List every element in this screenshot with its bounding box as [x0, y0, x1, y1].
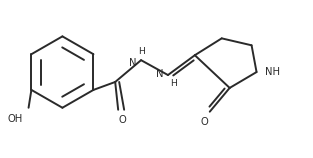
Text: N: N [129, 58, 136, 68]
Text: H: H [138, 47, 145, 56]
Text: H: H [170, 79, 177, 88]
Text: O: O [118, 115, 126, 125]
Text: O: O [200, 117, 208, 127]
Text: NH: NH [264, 67, 280, 77]
Text: N: N [156, 69, 164, 79]
Text: OH: OH [7, 114, 23, 124]
